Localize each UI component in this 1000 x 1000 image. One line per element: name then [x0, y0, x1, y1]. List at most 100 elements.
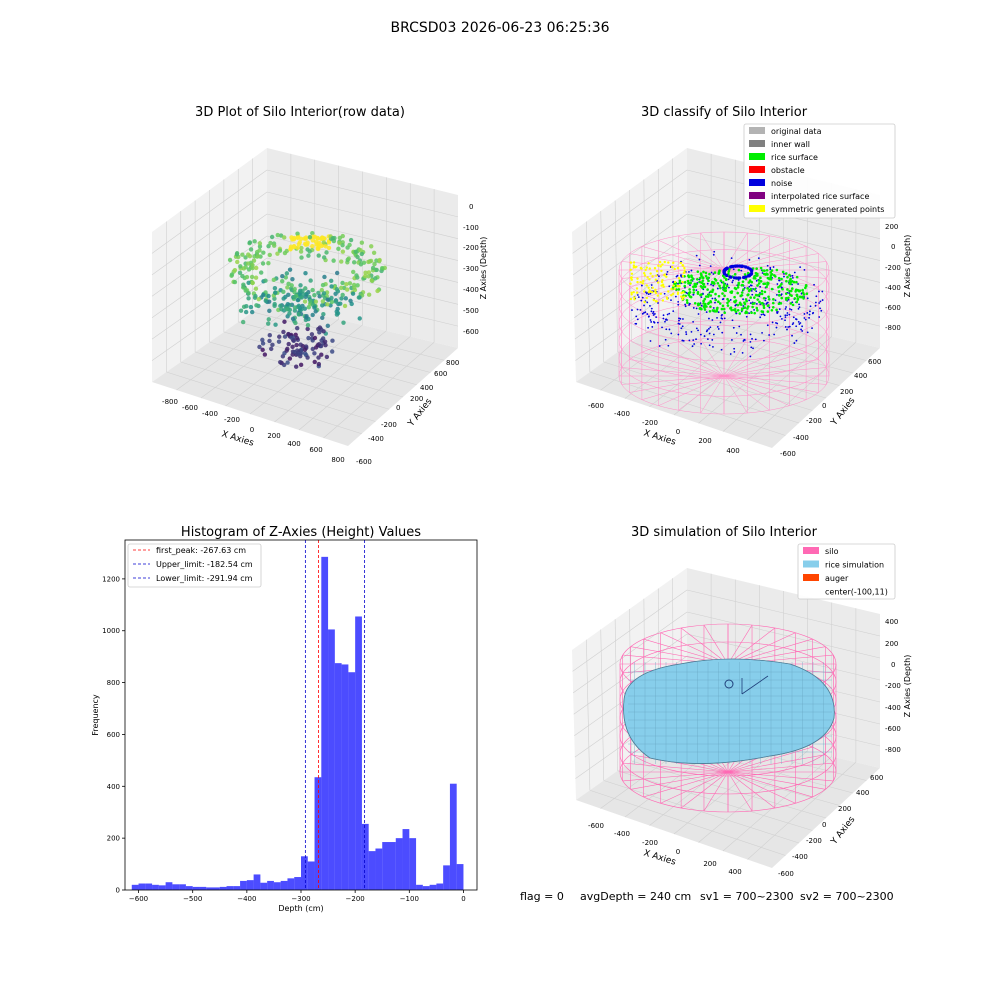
noise-point: [698, 258, 701, 261]
rice-surface-point: [763, 290, 767, 294]
noise-point: [786, 312, 789, 314]
raw-point: [335, 306, 340, 312]
raw-point: [229, 272, 235, 277]
gridline: [600, 210, 605, 363]
rice-surface-point: [703, 303, 707, 307]
gridline: [600, 629, 605, 781]
rice-surface-point: [795, 280, 798, 284]
noise-point: [720, 348, 723, 351]
symmetric-point: [662, 285, 665, 288]
noise-point: [711, 338, 714, 341]
raw-point: [312, 335, 318, 341]
legend-label: auger: [825, 574, 849, 583]
hist-bar: [199, 886, 207, 890]
raw-point: [253, 275, 259, 280]
symmetric-point: [632, 264, 636, 267]
raw-y-tick: 800: [446, 359, 459, 367]
hist-y-tick-label: 400: [107, 783, 120, 791]
rice-surface-point: [712, 309, 716, 312]
legend-swatch: [803, 574, 819, 581]
silo-bottom-spoke: [680, 771, 729, 809]
symmetric-point: [661, 278, 664, 282]
silo-bottom-spoke: [727, 771, 834, 782]
symmetric-point: [671, 265, 674, 269]
raw-point: [289, 283, 294, 288]
rice-surface-point: [759, 276, 762, 280]
classify-x-tick: -200: [642, 419, 658, 427]
raw-point: [281, 296, 286, 301]
rice-surface-point: [746, 287, 749, 290]
noise-point: [644, 311, 647, 314]
raw-point: [294, 335, 300, 341]
noise-point: [703, 335, 706, 337]
raw-point: [316, 341, 322, 347]
noise-ring-point: [734, 276, 738, 280]
raw-point: [235, 259, 240, 265]
silo-bottom-spoke: [629, 359, 725, 377]
raw-point: [292, 235, 297, 241]
raw-point: [266, 261, 271, 266]
rice-surface-point: [755, 306, 759, 310]
silo-bottom-spoke: [727, 754, 826, 773]
rice-surface-point: [753, 296, 756, 299]
noise-point: [684, 305, 687, 308]
raw-z-tick: -300: [463, 265, 479, 273]
rice-surface-point: [799, 295, 803, 299]
noise-point: [748, 259, 751, 261]
gridline: [298, 336, 411, 431]
noise-point: [761, 272, 764, 274]
classify-z-tick: -600: [885, 304, 901, 312]
noise-point: [706, 329, 709, 332]
rice-surface-point: [695, 282, 698, 286]
hist-legend: first_peak: -267.63 cm Upper_limit: -182.…: [127, 543, 262, 588]
rice-surface-point: [722, 307, 726, 311]
noise-point: [695, 289, 698, 292]
silo-bottom-spoke: [727, 771, 796, 804]
noise-point: [636, 308, 639, 311]
symmetric-point: [658, 260, 662, 264]
noise-point: [664, 320, 666, 323]
raw-point: [307, 235, 313, 240]
hist-bar: [355, 616, 362, 890]
silo-bottom-spoke: [700, 375, 725, 414]
noise-point: [779, 315, 782, 318]
sim-y-tick: 0: [822, 821, 826, 829]
raw-point: [305, 247, 310, 252]
hist-y-tick-label: 0: [116, 887, 120, 895]
raw-point: [283, 275, 289, 280]
noise-point: [691, 345, 694, 348]
rice-surface-point: [723, 311, 726, 315]
gridline: [747, 342, 857, 440]
rice-surface-point: [737, 281, 741, 285]
symmetric-point: [670, 294, 673, 297]
legend-swatch: [749, 179, 765, 186]
rice-surface-point: [769, 271, 772, 274]
sim-y-axis-label: Y Axies: [829, 815, 858, 848]
symmetric-point: [630, 291, 633, 294]
figure-suptitle: BRCSD03 2026-06-23 06:25:36: [390, 20, 609, 36]
legend-label: inner wall: [771, 140, 810, 149]
rice-surface-point: [717, 300, 720, 304]
rice-surface-point: [761, 301, 764, 305]
rice-surface-point: [802, 293, 806, 296]
gridline: [614, 200, 618, 353]
noise-point: [712, 307, 715, 309]
raw-point: [371, 250, 377, 255]
silo-bottom-spoke: [678, 341, 725, 377]
classify-y-tick: -600: [780, 450, 796, 458]
noise-point: [748, 312, 750, 315]
hist-bar: [240, 880, 247, 890]
rice-surface-point: [687, 274, 690, 278]
sim-y-tick: 600: [870, 774, 883, 782]
raw-point: [310, 346, 315, 352]
legend-swatch: [749, 205, 765, 212]
rice-surface-point: [749, 287, 753, 291]
classify-x-tick-labels: -600 -400 -200 0 200 400: [588, 402, 740, 455]
symmetric-point: [657, 264, 660, 267]
noise-point: [731, 281, 734, 284]
symmetric-point: [647, 286, 650, 289]
raw-point: [306, 253, 311, 258]
rice-surface-point: [678, 279, 682, 283]
rice-surface-point: [717, 272, 721, 275]
hist-bar: [389, 842, 396, 890]
